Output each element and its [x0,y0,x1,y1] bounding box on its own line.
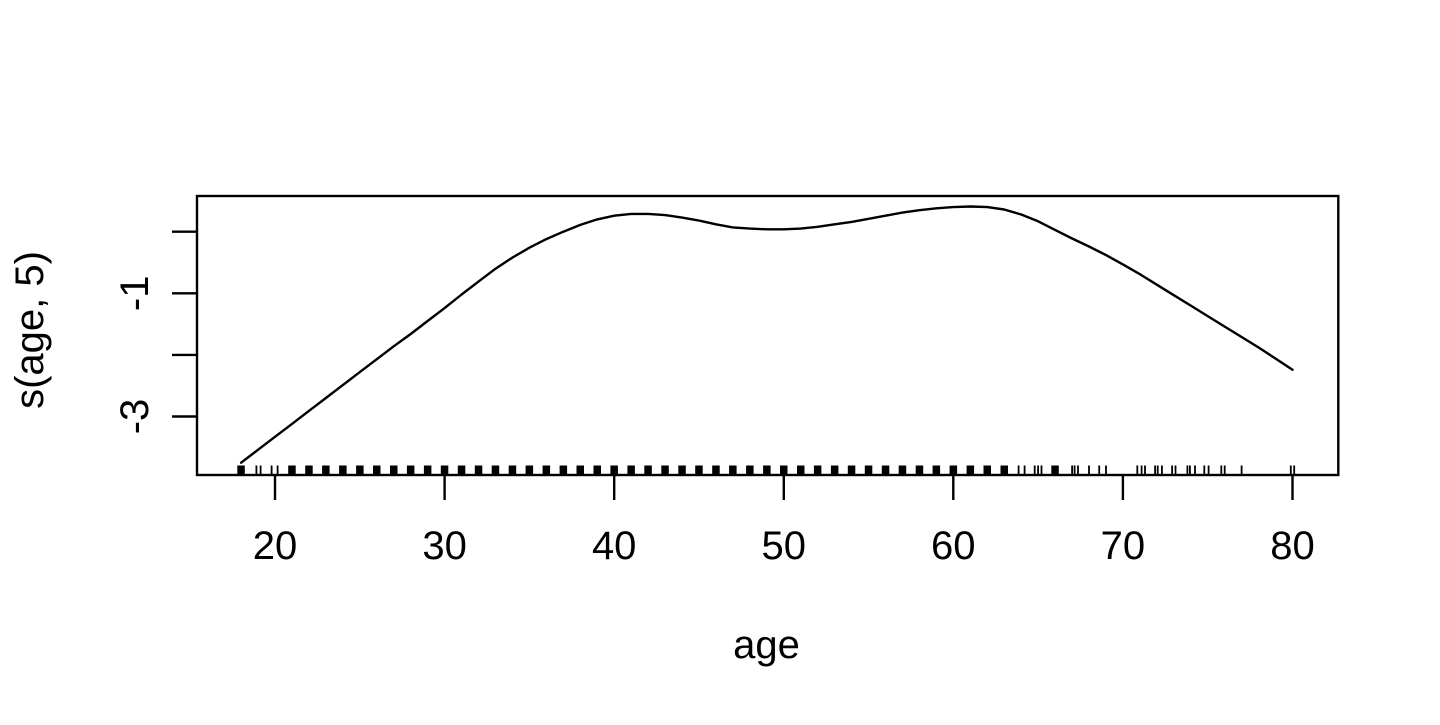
rug-mark-dense [1051,465,1059,475]
x-tick-label: 70 [1101,524,1146,568]
rug-mark-dense [373,465,381,475]
rug-mark [259,465,262,475]
rug-mark-dense [457,465,466,475]
x-tick-label: 50 [762,524,807,568]
rug-mark-dense [593,465,601,475]
rug-mark [1040,465,1043,475]
plot-border-box [195,194,1340,477]
rug-mark [1136,465,1139,475]
rug-mark-dense [237,465,245,475]
x-tick-label: 60 [931,524,976,568]
rug-mark [1088,465,1090,475]
x-axis-title: age [733,623,800,667]
y-axis-tick-labels: -1 -3 [113,276,157,435]
x-tick-label: 80 [1270,524,1315,568]
rug-mark-dense [305,465,313,475]
rug-mark [1203,465,1206,475]
spline-curve-group [239,205,1294,464]
rug-mark-dense [542,465,551,475]
rug-mark-dense [525,465,534,475]
rug-mark-dense [830,465,839,475]
rug-mark-dense [712,465,720,475]
rug-mark-dense [915,465,924,475]
rug-mark [1077,465,1079,475]
rug-mark-dense [406,465,415,475]
rug-mark [1174,465,1177,475]
rug-mark-dense [508,465,517,475]
rug-mark [1073,465,1076,475]
rug-mark [276,465,279,475]
y-axis-ticks [172,230,197,418]
rug-mark-dense [729,465,737,475]
rug-mark-dense [763,465,771,475]
rug-mark-dense [864,465,873,475]
rug-mark-dense [440,465,449,475]
rug-mark-dense [746,465,754,475]
rug-mark [1240,465,1243,475]
rug-mark-dense [474,465,483,475]
rug-mark-dense [780,465,788,475]
rug-mark-dense [881,465,890,475]
rug-mark-dense [847,465,856,475]
rug-mark-dense [813,465,822,475]
rug-mark [1186,465,1189,475]
spline-curve [239,205,1294,464]
rug-mark-dense [932,465,941,475]
rug-mark-dense [627,465,635,475]
rug-mark-dense [797,465,805,475]
rug-mark [1161,465,1163,475]
rug-mark [1017,465,1020,475]
y-tick-label: -1 [113,276,157,312]
rug-mark [1037,465,1039,475]
rug-mark-dense [559,465,568,475]
rug-mark-dense [356,465,364,475]
rug-mark-dense [966,465,975,475]
x-axis-tick-labels: 20 30 40 50 60 70 80 [253,524,1315,568]
rug-mark [1220,465,1223,475]
rug-mark [1023,465,1026,475]
rug-mark-dense [678,465,686,475]
rug-mark-dense [898,465,907,475]
y-tick-label: -3 [113,399,157,435]
rug-plot [237,465,1296,475]
x-tick-label: 40 [592,524,637,568]
rug-mark [1140,465,1143,475]
y-axis-title: s(age, 5) [8,251,52,409]
rug-mark [1156,465,1159,475]
rug-mark-dense [1000,465,1008,475]
rug-mark-dense [983,465,991,475]
rug-mark [1033,465,1036,475]
rug-mark-dense [661,465,669,475]
rug-mark [1154,465,1156,475]
rug-mark-dense [695,465,703,475]
rug-mark-dense [610,465,618,475]
rug-mark [255,465,258,475]
rug-mark-dense [644,465,652,475]
rug-mark-dense [423,465,432,475]
rug-mark [1105,465,1107,475]
rug-mark [1207,465,1210,475]
rug-mark [1098,465,1101,475]
rug-mark [1223,465,1226,475]
rug-mark [1171,465,1173,475]
x-tick-label: 30 [422,524,467,568]
rug-mark-dense [576,465,584,475]
rug-mark-dense [322,465,330,475]
rug-mark [1189,465,1191,475]
rug-mark [1144,465,1146,475]
rug-mark [270,465,273,475]
rug-mark [1071,465,1073,475]
rug-mark-dense [491,465,500,475]
rug-mark-dense [390,465,398,475]
x-tick-label: 20 [253,524,298,568]
rug-mark-dense [339,465,347,475]
rug-mark [1194,465,1196,475]
x-axis-ticks [273,475,1294,500]
rug-mark-dense [288,465,296,475]
rug-mark [1289,465,1292,475]
rug-mark [1293,465,1296,475]
rug-mark-dense [949,465,958,475]
